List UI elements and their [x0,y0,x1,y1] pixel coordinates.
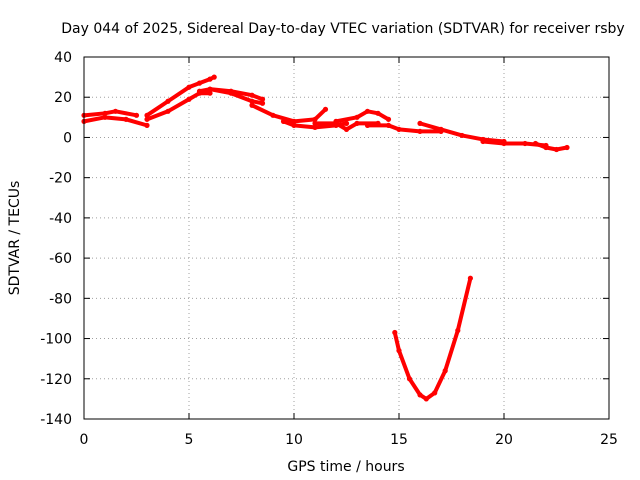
data-point [396,126,402,132]
y-tick-label: -60 [49,251,72,267]
data-point [186,96,192,102]
grid [84,57,609,419]
series-sat-d [145,75,217,118]
data-point [196,80,203,86]
data-point [322,106,329,112]
data-point [417,128,423,135]
data-point [392,329,398,336]
data-point [543,144,549,151]
data-point [417,120,423,126]
data-point [553,146,560,153]
series-sat-b [82,109,139,118]
series-sat-a [82,115,149,128]
data-point [291,118,297,124]
y-tick-label: -100 [40,332,72,348]
data-point [186,84,192,90]
data-point [354,120,360,126]
data-point [396,348,402,354]
data-point [165,98,171,104]
data-point [249,98,255,104]
series-sat-f [208,87,265,102]
data-point [280,118,287,124]
data-point [165,108,171,114]
y-tick-label: 20 [54,90,72,106]
data-point [312,124,318,130]
data-point [102,114,108,120]
plot-frame [83,56,610,420]
x-tick-label: 0 [80,432,89,448]
data-point [312,116,318,122]
data-point [259,96,266,102]
data-point [459,132,465,139]
data-point [532,140,539,147]
y-tick-label: -20 [49,171,72,187]
data-point [343,126,350,132]
data-point [406,376,413,382]
x-tick-label: 15 [390,432,408,448]
x-tick-label: 5 [185,432,194,448]
data-point [438,126,444,132]
data-point [385,122,392,128]
y-tick-label: -140 [40,412,72,428]
data-point [364,108,371,114]
data-point [259,100,266,106]
data-point [417,392,423,398]
data-point [211,74,217,80]
data-point [564,144,570,151]
data-point [312,120,318,126]
data-point [112,108,119,114]
data-series [81,74,570,402]
data-point [249,102,255,108]
data-point [207,76,213,82]
chart-title: Day 044 of 2025, Sidereal Day-to-day VTE… [61,21,624,37]
series-sat-j [334,109,391,124]
data-point [343,120,350,126]
x-tick-label: 10 [285,432,303,448]
data-point [207,86,213,92]
data-point [133,112,140,118]
data-point [196,88,203,94]
x-tick-label: 20 [495,432,513,448]
data-point [432,390,438,396]
data-point [375,110,381,116]
data-point [249,92,255,98]
series-sat-n [533,141,569,152]
data-point [480,138,486,145]
x-tick-label: 25 [600,432,618,448]
data-point [228,88,234,94]
data-point [291,122,297,128]
data-point [207,90,213,96]
axis-ticks: 0 5 10 15 20 25 40 20 0 -20 -40 -60 -80 -100 -120 -140 [40,50,618,448]
y-tick-label: -40 [49,211,72,227]
y-tick-label: -80 [49,291,72,307]
data-point [442,368,448,374]
data-point [423,396,429,402]
data-point [385,116,392,122]
data-point [455,327,461,334]
x-axis-label: GPS time / hours [287,459,404,475]
y-tick-label: 40 [54,50,72,66]
y-tick-label: -120 [40,372,72,388]
y-tick-label: 0 [63,130,72,146]
data-point [364,122,371,128]
data-point [144,116,150,122]
data-point [270,112,276,118]
data-point [123,116,129,122]
data-point [501,140,507,147]
data-point [102,110,108,116]
data-point [522,140,528,147]
data-point [144,122,150,128]
y-axis-label: SDTVAR / TECUs [7,181,23,296]
data-point [467,275,473,281]
data-point [354,114,360,120]
data-point [144,112,150,118]
data-point [333,118,339,124]
